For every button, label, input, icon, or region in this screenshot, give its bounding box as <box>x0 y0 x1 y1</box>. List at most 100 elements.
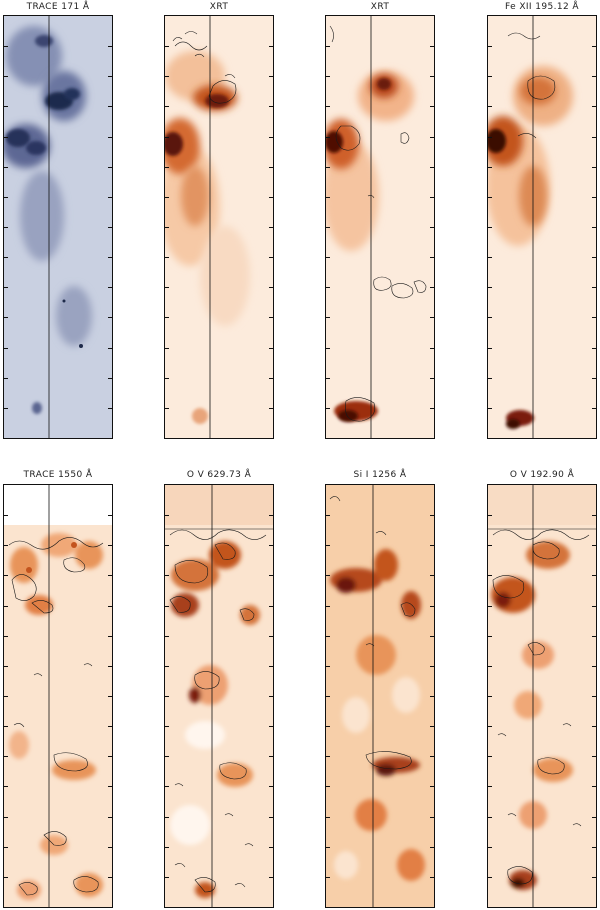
frame-tick <box>165 378 169 379</box>
frame-tick <box>592 666 596 667</box>
frame-tick <box>269 106 273 107</box>
frame-tick <box>488 408 492 409</box>
frame-tick <box>165 287 169 288</box>
frame-tick <box>592 76 596 77</box>
frame-tick <box>430 696 434 697</box>
frame-tick <box>592 545 596 546</box>
frame-tick <box>326 606 330 607</box>
frame-tick <box>108 46 112 47</box>
frame-tick <box>4 606 8 607</box>
frame-tick <box>488 786 492 787</box>
frame-tick <box>430 606 434 607</box>
frame-tick <box>4 106 8 107</box>
frame-tick <box>326 317 330 318</box>
frame-tick <box>488 227 492 228</box>
xrt-1-image <box>165 16 273 438</box>
frame-tick <box>108 227 112 228</box>
frame-tick <box>165 137 169 138</box>
image-panel-ov629 <box>164 484 274 908</box>
frame-tick <box>4 515 8 516</box>
frame-tick <box>430 756 434 757</box>
frame-tick <box>326 726 330 727</box>
frame-tick <box>108 167 112 168</box>
frame-tick <box>430 636 434 637</box>
frame-tick <box>108 408 112 409</box>
frame-tick <box>269 227 273 228</box>
frame-tick <box>108 726 112 727</box>
frame-tick <box>592 696 596 697</box>
frame-tick <box>592 348 596 349</box>
frame-tick <box>430 137 434 138</box>
frame-tick <box>326 348 330 349</box>
frame-tick <box>326 847 330 848</box>
frame-tick <box>4 408 8 409</box>
frame-tick <box>430 227 434 228</box>
frame-tick <box>592 786 596 787</box>
frame-tick <box>430 877 434 878</box>
frame-tick <box>488 636 492 637</box>
frame-tick <box>165 817 169 818</box>
panel-title-trace171: TRACE 171 Å <box>26 2 90 12</box>
panel-title-xrt-1: XRT <box>209 2 229 12</box>
frame-tick <box>165 197 169 198</box>
frame-tick <box>488 167 492 168</box>
frame-tick <box>4 287 8 288</box>
frame-tick <box>592 137 596 138</box>
frame-tick <box>326 545 330 546</box>
frame-tick <box>488 197 492 198</box>
frame-tick <box>4 167 8 168</box>
frame-tick <box>488 606 492 607</box>
frame-tick <box>488 756 492 757</box>
frame-tick <box>430 847 434 848</box>
frame-tick <box>592 287 596 288</box>
frame-tick <box>488 515 492 516</box>
frame-tick <box>326 696 330 697</box>
frame-tick <box>488 726 492 727</box>
frame-tick <box>108 317 112 318</box>
frame-tick <box>592 167 596 168</box>
frame-tick <box>269 348 273 349</box>
ov192-image <box>488 485 596 907</box>
frame-tick <box>430 167 434 168</box>
frame-tick <box>430 106 434 107</box>
frame-tick <box>165 877 169 878</box>
frame-tick <box>592 197 596 198</box>
frame-tick <box>592 106 596 107</box>
frame-tick <box>108 817 112 818</box>
frame-tick <box>592 408 596 409</box>
frame-tick <box>488 287 492 288</box>
frame-tick <box>326 756 330 757</box>
frame-tick <box>269 167 273 168</box>
frame-tick <box>165 46 169 47</box>
frame-tick <box>4 786 8 787</box>
frame-tick <box>269 877 273 878</box>
frame-tick <box>4 257 8 258</box>
frame-tick <box>326 106 330 107</box>
frame-tick <box>269 257 273 258</box>
frame-tick <box>165 408 169 409</box>
frame-tick <box>165 76 169 77</box>
frame-tick <box>108 348 112 349</box>
frame-tick <box>488 137 492 138</box>
frame-tick <box>592 575 596 576</box>
si1256-image <box>326 485 434 907</box>
frame-tick <box>4 666 8 667</box>
frame-tick <box>326 636 330 637</box>
frame-tick <box>269 606 273 607</box>
frame-tick <box>269 666 273 667</box>
frame-tick <box>488 348 492 349</box>
frame-tick <box>269 756 273 757</box>
fe12-image <box>488 16 596 438</box>
frame-tick <box>326 786 330 787</box>
frame-tick <box>108 575 112 576</box>
frame-tick <box>430 378 434 379</box>
frame-tick <box>430 76 434 77</box>
frame-tick <box>488 46 492 47</box>
frame-tick <box>488 877 492 878</box>
image-panel-ov192 <box>487 484 597 908</box>
frame-tick <box>592 636 596 637</box>
frame-tick <box>165 257 169 258</box>
frame-tick <box>592 227 596 228</box>
frame-tick <box>108 257 112 258</box>
frame-tick <box>269 408 273 409</box>
